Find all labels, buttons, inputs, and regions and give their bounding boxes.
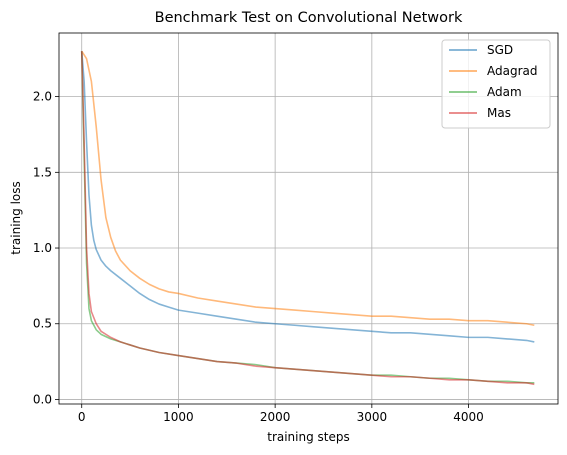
x-tick-label: 0 — [78, 410, 86, 424]
series-line-mas — [80, 51, 535, 386]
legend-label-adagrad: Adagrad — [487, 64, 538, 78]
y-axis-label: training loss — [9, 181, 23, 254]
ticks: 0 1000 2000 3000 4000 0.0 0.5 1.0 1.5 2.0 — [33, 90, 484, 424]
series-layer — [80, 50, 535, 386]
x-axis-label: training steps — [267, 430, 350, 444]
y-tick-label: 1.5 — [33, 165, 52, 179]
y-tick-label: 0.5 — [33, 317, 52, 331]
legend-box — [441, 39, 551, 129]
series-line-adagrad — [81, 50, 535, 327]
series-line-sgd — [80, 51, 535, 343]
y-tick-label: 2.0 — [33, 90, 52, 104]
x-tick-label: 2000 — [260, 410, 291, 424]
x-tick-label: 3000 — [357, 410, 388, 424]
y-tick-label: 1.0 — [33, 241, 52, 255]
plot-frame — [58, 32, 559, 405]
legend-label-adam: Adam — [487, 85, 522, 99]
legend: SGD Adagrad Adam Mas — [441, 39, 551, 129]
chart-title: Benchmark Test on Convolutional Network — [155, 10, 463, 26]
x-tick-label: 1000 — [163, 410, 194, 424]
y-tick-label: 0.0 — [33, 392, 52, 406]
legend-label-sgd: SGD — [487, 43, 513, 57]
x-tick-label: 4000 — [453, 410, 484, 424]
legend-label-mas: Mas — [487, 106, 511, 120]
